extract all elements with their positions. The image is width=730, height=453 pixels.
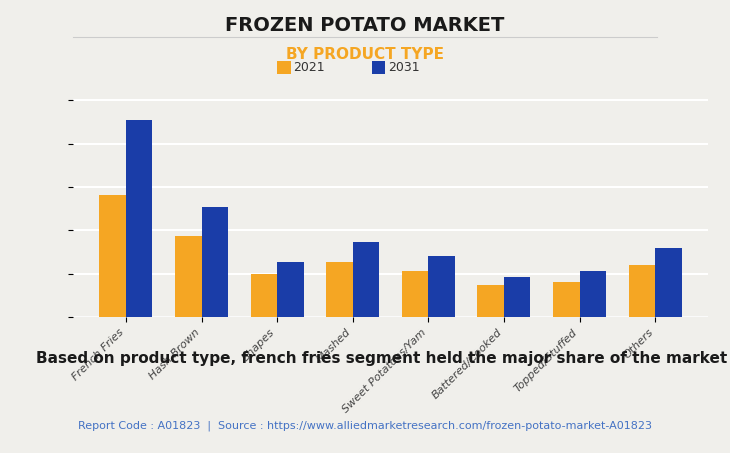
Bar [277,262,304,317]
Text: FROZEN POTATO MARKET: FROZEN POTATO MARKET [226,16,504,35]
FancyBboxPatch shape [277,61,291,74]
Text: 2021: 2021 [293,61,324,74]
Bar [504,276,531,317]
Bar [402,271,429,317]
Bar [353,242,379,317]
Bar [553,282,580,317]
Bar [175,236,201,317]
Bar [326,262,353,317]
FancyBboxPatch shape [372,61,385,74]
Bar [126,120,153,317]
Bar [429,256,455,317]
Bar [656,248,682,317]
Bar [477,285,504,317]
Bar [580,271,606,317]
Text: 2031: 2031 [388,61,419,74]
Bar [629,265,656,317]
Text: Report Code : A01823  |  Source : https://www.alliedmarketresearch.com/frozen-po: Report Code : A01823 | Source : https://… [78,420,652,431]
Text: BY PRODUCT TYPE: BY PRODUCT TYPE [286,47,444,62]
Text: Based on product type, french fries segment held the major share of the market 2: Based on product type, french fries segm… [36,351,730,366]
Bar [250,274,277,317]
Bar [99,195,126,317]
Bar [201,207,228,317]
